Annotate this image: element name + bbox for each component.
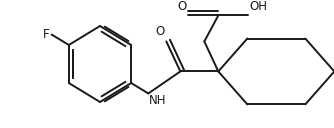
- Text: O: O: [155, 25, 164, 38]
- Text: O: O: [177, 1, 186, 13]
- Text: F: F: [43, 28, 50, 41]
- Text: OH: OH: [249, 1, 267, 13]
- Text: NH: NH: [149, 94, 167, 107]
